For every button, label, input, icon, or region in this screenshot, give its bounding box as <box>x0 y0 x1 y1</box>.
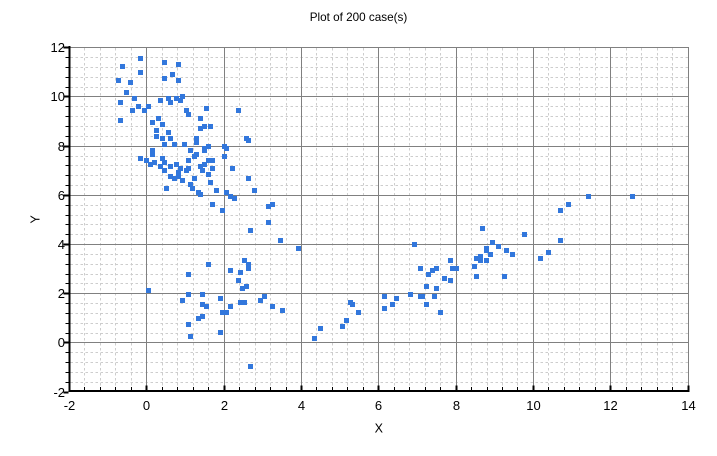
svg-text:8: 8 <box>58 139 65 154</box>
svg-text:10: 10 <box>51 89 65 104</box>
svg-text:0: 0 <box>143 398 150 413</box>
svg-text:Y: Y <box>29 214 43 223</box>
svg-text:12: 12 <box>51 40 65 55</box>
svg-text:6: 6 <box>58 188 65 203</box>
svg-text:-2: -2 <box>64 398 76 413</box>
svg-text:-2: -2 <box>53 385 65 400</box>
svg-text:Plot of 200 case(s): Plot of 200 case(s) <box>310 11 408 24</box>
svg-text:10: 10 <box>526 398 540 413</box>
svg-text:12: 12 <box>603 398 617 413</box>
svg-text:X: X <box>375 422 384 436</box>
svg-text:4: 4 <box>58 237 65 252</box>
svg-text:6: 6 <box>375 398 382 413</box>
svg-text:2: 2 <box>221 398 228 413</box>
svg-text:14: 14 <box>681 398 695 413</box>
svg-text:4: 4 <box>298 398 305 413</box>
svg-text:8: 8 <box>453 398 460 413</box>
svg-text:0: 0 <box>58 335 65 350</box>
svg-text:2: 2 <box>58 286 65 301</box>
